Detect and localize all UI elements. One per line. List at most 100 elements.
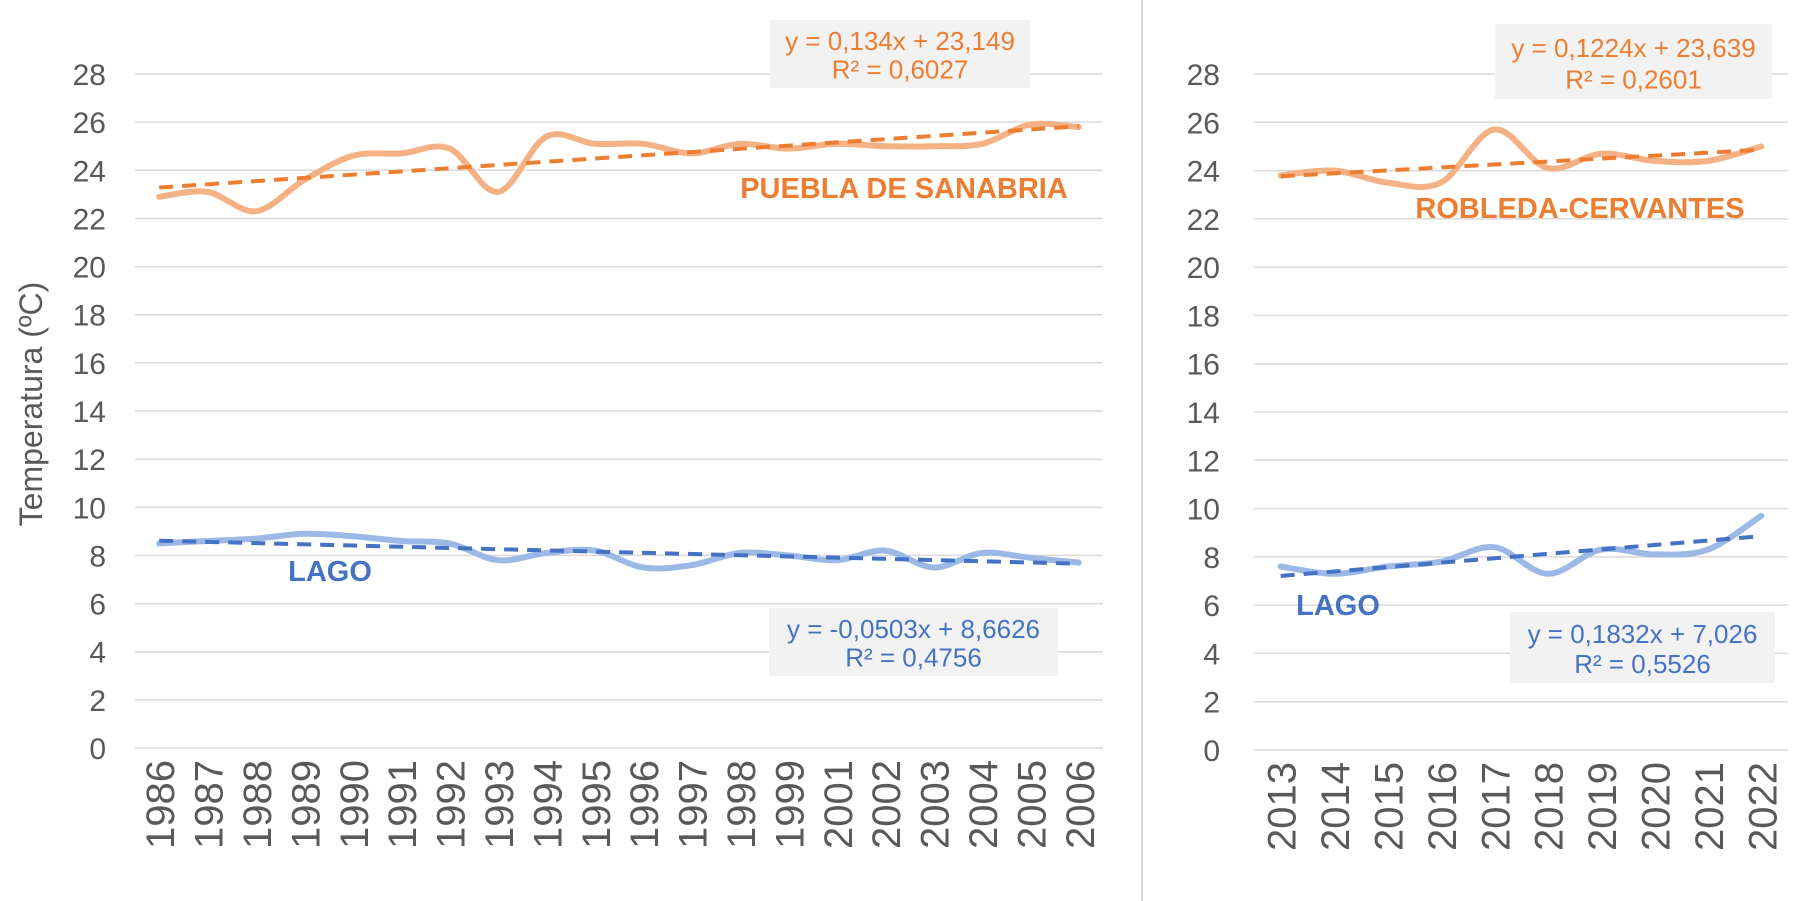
data-point: [253, 208, 259, 214]
data-point: [156, 194, 162, 200]
data-point: [1491, 127, 1497, 133]
y-tick-label: 18: [73, 300, 106, 333]
y-tick-label: 24: [1187, 156, 1220, 189]
y-tick-label: 4: [89, 637, 106, 670]
x-tick-label: 1993: [478, 760, 522, 849]
series-line-robleda-cervantes: [1277, 126, 1765, 191]
x-tick-label: 1996: [623, 760, 667, 849]
x-tick-label: 2013: [1261, 762, 1305, 851]
x-tick-label: 2005: [1010, 760, 1054, 849]
x-tick-label: 1995: [575, 760, 619, 849]
series-line-puebla-de-sanabria: [156, 120, 1082, 215]
data-point: [1705, 158, 1711, 164]
data-point: [301, 531, 307, 537]
x-tick-label: 1990: [333, 760, 377, 849]
x-tick-label: 1989: [284, 760, 328, 849]
trendline-equation: y = -0,0503x + 8,6626: [787, 614, 1040, 644]
x-tick-label: 2014: [1314, 762, 1358, 851]
y-tick-label: 26: [73, 107, 106, 140]
data-point: [350, 533, 356, 539]
series-label: LAGO: [288, 556, 372, 588]
data-point: [495, 557, 501, 563]
y-tick-label: 14: [73, 396, 106, 429]
y-tick-label: 16: [73, 348, 106, 381]
data-point: [640, 141, 646, 147]
data-point: [640, 565, 646, 571]
x-tick-label: 1998: [720, 760, 764, 849]
y-tick-label: 2: [1203, 687, 1220, 720]
data-point: [1027, 122, 1033, 128]
y-tick-label: 0: [89, 733, 106, 766]
data-point: [1545, 165, 1551, 171]
trendline: [1280, 147, 1762, 179]
x-tick-label: 2015: [1368, 762, 1412, 851]
y-tick-label: 10: [1187, 494, 1220, 527]
data-point: [1438, 180, 1444, 186]
series-label: ROBLEDA-CERVANTES: [1415, 193, 1744, 225]
x-tick-label: 2006: [1059, 760, 1103, 849]
x-tick-label: 1991: [381, 760, 425, 849]
trendline-equation-box: [769, 608, 1058, 676]
x-tick-label: 1992: [430, 760, 474, 849]
trendline-r2: R² = 0,5526: [1574, 649, 1711, 679]
data-point: [1385, 180, 1391, 186]
x-tick-label: 2002: [865, 760, 909, 849]
x-tick-label: 2018: [1528, 762, 1572, 851]
data-point: [398, 150, 404, 156]
series-line-lago: [156, 530, 1082, 572]
y-tick-label: 12: [1187, 445, 1220, 478]
data-point: [1278, 564, 1284, 570]
data-point: [979, 141, 985, 147]
series-label: LAGO: [1296, 590, 1380, 622]
trendline-equation-box: [770, 20, 1030, 88]
data-point: [882, 143, 888, 149]
data-point: [253, 536, 259, 542]
data-point: [1705, 547, 1711, 553]
data-point: [1758, 513, 1764, 519]
x-tick-label: 1999: [768, 760, 812, 849]
y-axis-title: Temperatura (ºC): [13, 282, 49, 527]
data-point: [1652, 158, 1658, 164]
y-tick-label: 18: [1187, 300, 1220, 333]
y-tick-label: 16: [1187, 349, 1220, 382]
trendline-equation: y = 0,1832x + 7,026: [1528, 619, 1758, 649]
y-tick-label: 12: [73, 444, 106, 477]
data-point: [689, 562, 695, 568]
data-point: [1027, 555, 1033, 561]
y-tick-label: 14: [1187, 397, 1220, 430]
data-point: [1491, 544, 1497, 550]
trendline-r2: R² = 0,2601: [1565, 65, 1702, 95]
trendline: [159, 538, 1079, 566]
y-tick-label: 20: [1187, 252, 1220, 285]
x-tick-label: 1988: [236, 760, 280, 849]
data-point: [737, 141, 743, 147]
y-tick-label: 10: [73, 492, 106, 525]
y-tick-label: 6: [89, 589, 106, 622]
data-point: [882, 548, 888, 554]
x-tick-label: 1997: [672, 760, 716, 849]
y-tick-label: 28: [1187, 59, 1220, 92]
x-tick-label: 1994: [526, 760, 570, 849]
x-tick-label: 2017: [1474, 762, 1518, 851]
x-tick-label: 2022: [1741, 762, 1785, 851]
y-tick-label: 4: [1203, 638, 1220, 671]
data-point: [1598, 151, 1604, 157]
y-tick-label: 26: [1187, 107, 1220, 140]
data-point: [447, 146, 453, 152]
data-point: [979, 550, 985, 556]
trendline: [1280, 534, 1762, 578]
data-point: [931, 565, 937, 571]
y-tick-label: 22: [73, 203, 106, 236]
data-point: [931, 143, 937, 149]
x-tick-label: 2001: [817, 760, 861, 849]
x-tick-label: 2003: [914, 760, 958, 849]
data-point: [1652, 551, 1658, 557]
data-point: [447, 540, 453, 546]
data-point: [1076, 560, 1082, 566]
data-point: [1545, 571, 1551, 577]
x-tick-label: 2004: [962, 760, 1006, 849]
x-tick-label: 1987: [188, 760, 232, 849]
